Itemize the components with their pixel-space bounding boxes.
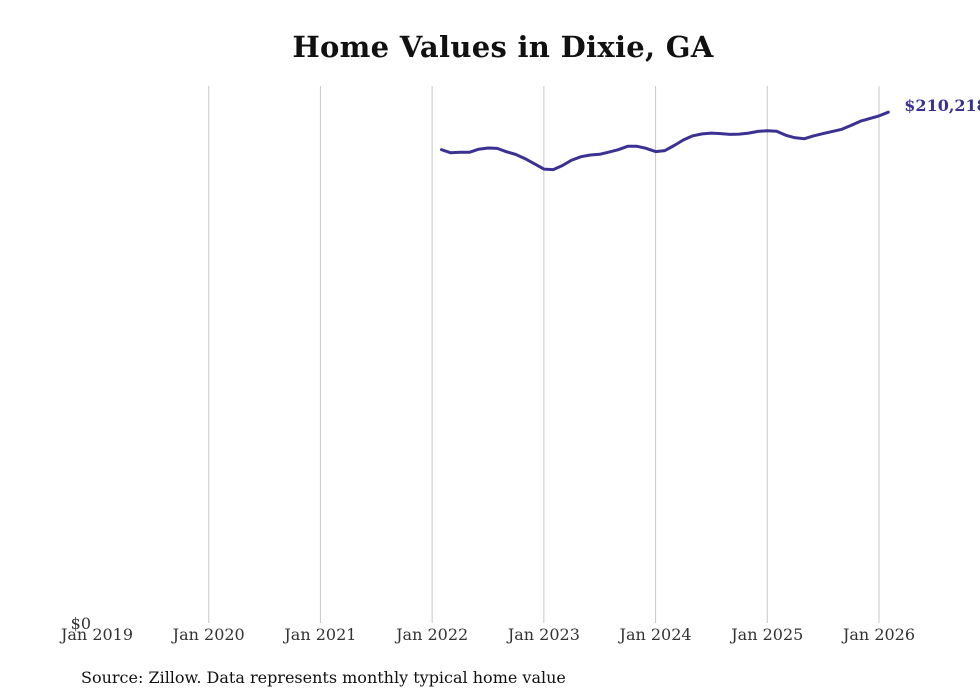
x-tick-label: Jan 2026 (841, 625, 915, 644)
x-tick-label: Jan 2025 (729, 625, 803, 644)
x-tick-label: Jan 2024 (618, 625, 692, 644)
end-value-label: $210,218 (904, 96, 980, 115)
x-tick-label: Jan 2022 (394, 625, 468, 644)
x-tick-label: Jan 2023 (506, 625, 580, 644)
chart-title: Home Values in Dixie, GA (292, 30, 714, 64)
y-tick-label: $0 (71, 614, 91, 633)
x-tick-label: Jan 2019 (59, 625, 133, 644)
x-tick-label: Jan 2020 (171, 625, 245, 644)
source-note: Source: Zillow. Data represents monthly … (81, 668, 566, 687)
x-tick-label: Jan 2021 (282, 625, 356, 644)
series-line (440, 110, 890, 172)
